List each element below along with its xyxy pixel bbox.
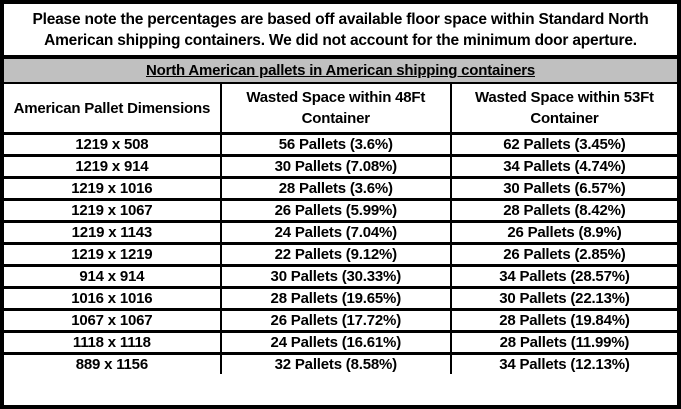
table-cell: 1118 x 1118 — [4, 330, 222, 355]
table-cell: 1219 x 1016 — [4, 176, 222, 201]
table-cell: 1016 x 1016 — [4, 286, 222, 311]
table-cell: 30 Pallets (30.33%) — [219, 264, 452, 289]
table-cell: 28 Pallets (3.6%) — [219, 176, 452, 201]
table-cell: 24 Pallets (7.04%) — [219, 220, 452, 245]
table-row: 1219 x 1067 26 Pallets (5.99%) 28 Pallets … — [4, 198, 677, 223]
table-row: 1067 x 1067 26 Pallets (17.72%) 28 Pallets… — [4, 308, 677, 333]
table-cell: 26 Pallets (5.99%) — [219, 198, 452, 223]
table-cell: 32 Pallets (8.58%) — [219, 352, 452, 374]
table-cell: 34 Pallets (12.13%) — [449, 352, 677, 374]
table-cell: 28 Pallets (19.65%) — [219, 286, 452, 311]
table-cell: 1219 x 508 — [4, 132, 222, 157]
table-cell: 34 Pallets (4.74%) — [449, 154, 677, 179]
table-cell: 1067 x 1067 — [4, 308, 222, 333]
table-row: 1219 x 1016 28 Pallets (3.6%) 30 Pallets (… — [4, 176, 677, 201]
table-cell: 30 Pallets (7.08%) — [219, 154, 452, 179]
table-row: 1118 x 1118 24 Pallets (16.61%) 28 Pallets… — [4, 330, 677, 355]
table-row: 889 x 1156 32 Pallets (8.58%) 34 Pallets (… — [4, 352, 677, 374]
table-cell: 28 Pallets (19.84%) — [449, 308, 677, 333]
table-row: 1219 x 508 56 Pallets (3.6%) 62 Pallets (3… — [4, 132, 677, 157]
note-text: Please note the percentages are based of… — [4, 4, 677, 59]
table-cell: 24 Pallets (16.61%) — [219, 330, 452, 355]
column-header-wasted-space-48ft: Wasted Space within 48Ft Container — [219, 84, 452, 135]
table-cell: 30 Pallets (22.13%) — [449, 286, 677, 311]
table-cell: 28 Pallets (11.99%) — [449, 330, 677, 355]
table-row: 914 x 914 30 Pallets (30.33%) 34 Pallets (… — [4, 264, 677, 289]
table-cell: 1219 x 1067 — [4, 198, 222, 223]
table-title: North American pallets in American shipp… — [145, 62, 535, 79]
table-cell: 26 Pallets (17.72%) — [219, 308, 452, 333]
table-cell: 34 Pallets (28.57%) — [449, 264, 677, 289]
table-row: 1219 x 914 30 Pallets (7.08%) 34 Pallets (… — [4, 154, 677, 179]
table-row: 1016 x 1016 28 Pallets (19.65%) 30 Pallets… — [4, 286, 677, 311]
table-cell: 28 Pallets (8.42%) — [449, 198, 677, 223]
table-cell: 1219 x 914 — [4, 154, 222, 179]
table-cell: 914 x 914 — [4, 264, 222, 289]
table-cell: 62 Pallets (3.45%) — [449, 132, 677, 157]
table-header-row: American Pallet Dimensions Wasted Space … — [4, 84, 677, 135]
table-row: 1219 x 1219 22 Pallets (9.12%) 26 Pallets … — [4, 242, 677, 267]
column-header-wasted-space-53ft: Wasted Space within 53Ft Container — [449, 84, 677, 135]
table-row: 1219 x 1143 24 Pallets (7.04%) 26 Pallets … — [4, 220, 677, 245]
table-cell: 1219 x 1219 — [4, 242, 222, 267]
table-cell: 56 Pallets (3.6%) — [219, 132, 452, 157]
table-cell: 26 Pallets (8.9%) — [449, 220, 677, 245]
table-header: American Pallet Dimensions Wasted Space … — [4, 84, 677, 135]
table-title-band: North American pallets in American shipp… — [4, 59, 677, 84]
table-cell: 30 Pallets (6.57%) — [449, 176, 677, 201]
pallet-table: American Pallet Dimensions Wasted Space … — [4, 84, 677, 374]
table-body: 1219 x 508 56 Pallets (3.6%) 62 Pallets (3… — [4, 132, 677, 374]
table-cell: 1219 x 1143 — [4, 220, 222, 245]
table-cell: 22 Pallets (9.12%) — [219, 242, 452, 267]
table-cell: 26 Pallets (2.85%) — [449, 242, 677, 267]
table-cell: 889 x 1156 — [4, 352, 222, 374]
column-header-pallet-dimensions: American Pallet Dimensions — [4, 84, 222, 135]
